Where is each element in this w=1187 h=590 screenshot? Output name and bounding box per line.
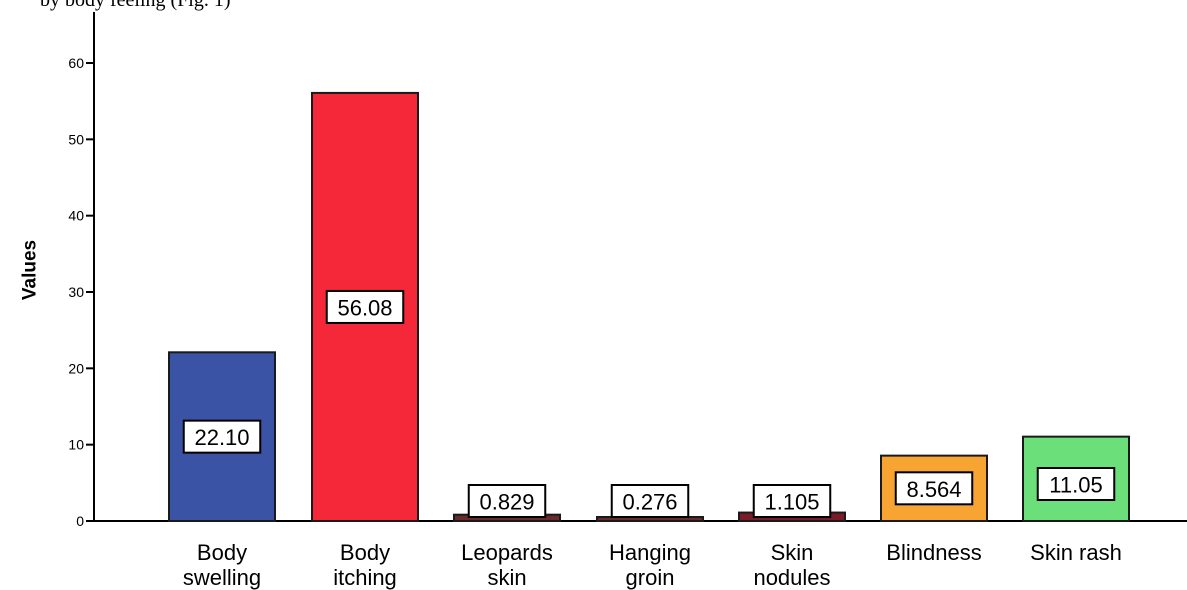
category-label: Body swelling (183, 540, 261, 590)
y-tick-label: 40 (68, 208, 84, 224)
category-label: Body itching (333, 540, 397, 590)
data-label: 11.05 (1049, 473, 1102, 498)
y-tick-label: 50 (68, 131, 84, 147)
data-label-box (752, 484, 832, 518)
y-tick-label: 20 (68, 360, 84, 376)
data-label: 8.564 (906, 477, 961, 502)
y-tick-label: 0 (76, 513, 84, 529)
data-label: 0.276 (622, 490, 677, 515)
data-label-box (610, 484, 690, 518)
y-axis-title: Values (20, 240, 41, 300)
data-label-box (1036, 467, 1116, 501)
bars (168, 91, 1130, 523)
data-label: 22.10 (194, 425, 249, 450)
data-label: 1.105 (764, 490, 819, 515)
data-label-box (325, 289, 405, 324)
chart-title: by body feeling (Fig. 1) (40, 0, 231, 11)
category-label: Skin rash (1030, 540, 1122, 565)
category-labels: Body swelling Body itching Leopards skin Hangi… (183, 540, 1122, 590)
category-label: Blindness (886, 540, 981, 565)
y-tick-label: 60 (68, 55, 84, 71)
data-label: 0.829 (479, 490, 534, 515)
category-label: Skin nodules (753, 540, 830, 590)
category-label: Hanging groin (609, 540, 691, 590)
data-label-box (182, 419, 262, 454)
data-labels: 22.10 56.08 0.829 0.276 1.105 8.564 11.05 (182, 289, 1116, 518)
y-tick-label: 30 (68, 284, 84, 300)
category-label: Leopards skin (461, 540, 553, 590)
data-label-box (894, 471, 974, 506)
y-tick-label: 10 (68, 437, 84, 453)
data-label-box (467, 484, 547, 518)
data-label: 56.08 (337, 295, 392, 320)
